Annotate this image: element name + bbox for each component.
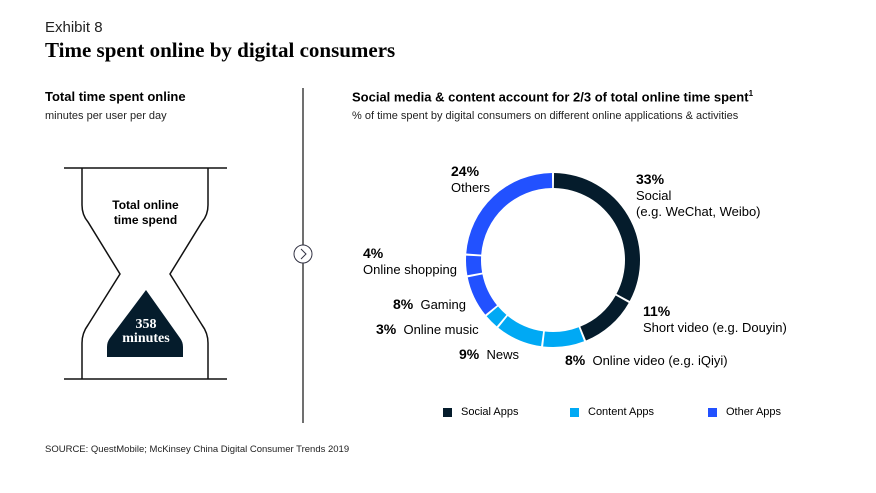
- right-title-text: Social media & content account for 2/3 o…: [352, 89, 749, 105]
- left-title: Total time spent online: [45, 89, 186, 104]
- legend-swatch: [570, 407, 579, 417]
- page-title: Time spent online by digital consumers: [45, 38, 396, 62]
- legend-content-apps: Content Apps: [570, 406, 654, 418]
- legend-swatch: [708, 407, 717, 417]
- donut-chart: [466, 173, 640, 347]
- hourglass-label-2: time spend: [113, 213, 178, 227]
- chevron-right-icon: [300, 248, 307, 260]
- right-subtitle: % of time spent by digital consumers on …: [352, 110, 739, 122]
- label-online-music: 3% Online music: [376, 321, 479, 337]
- exhibit-number: Exhibit 8: [45, 19, 103, 36]
- hourglass-sand: [107, 290, 183, 357]
- total-unit: minutes: [122, 331, 170, 346]
- label-gaming: 8% Gaming: [393, 296, 466, 312]
- right-title: Social media & content account for 2/3 o…: [352, 89, 753, 104]
- arrow-circle: [293, 244, 313, 264]
- total-value: 358: [135, 317, 157, 332]
- hourglass: [64, 167, 227, 380]
- hourglass-label: Total online time spend: [108, 198, 183, 228]
- hourglass-label-1: Total online: [112, 198, 179, 212]
- donut-slice-online-4: [486, 306, 507, 327]
- donut-slice-news-3: [498, 316, 544, 347]
- label-social: 33% Social (e.g. WeChat, Weibo): [636, 171, 761, 219]
- label-online-video: 8% Online video (e.g. iQiyi): [565, 352, 728, 368]
- donut-slice-others-7: [466, 173, 553, 255]
- donut-slice-gaming-5: [467, 274, 497, 315]
- legend-social-apps: Social Apps: [443, 406, 518, 418]
- donut-slice-online-2: [543, 327, 585, 347]
- donut-slice-social-0: [553, 173, 640, 301]
- label-others: 24% Others: [451, 163, 491, 195]
- footnote-mark: 1: [748, 89, 754, 98]
- label-short-video: 11% Short video (e.g. Douyin): [643, 303, 787, 335]
- donut-slice-short-1: [580, 295, 629, 341]
- left-subtitle: minutes per user per day: [45, 110, 167, 122]
- donut-slice-online-6: [466, 255, 483, 276]
- legend-other-apps: Other Apps: [708, 406, 781, 418]
- legend-swatch: [443, 407, 452, 417]
- label-online-shopping: 4% Online shopping: [363, 245, 457, 277]
- total-minutes: 358 minutes: [106, 318, 186, 346]
- source-note: SOURCE: QuestMobile; McKinsey China Digi…: [45, 444, 350, 455]
- label-news: 9% News: [459, 346, 519, 362]
